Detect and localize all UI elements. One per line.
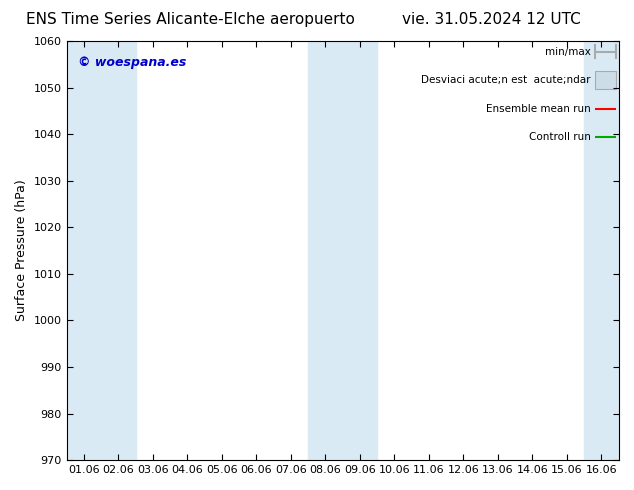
Text: min/max: min/max [545, 47, 591, 56]
Text: © woespana.es: © woespana.es [77, 56, 186, 69]
Text: Controll run: Controll run [529, 132, 591, 142]
Bar [67, 41, 101, 460]
Text: Ensemble mean run: Ensemble mean run [486, 103, 591, 114]
Text: Desviaci acute;n est  acute;ndar: Desviaci acute;n est acute;ndar [422, 75, 591, 85]
Bar [595, 71, 616, 89]
Text: vie. 31.05.2024 12 UTC: vie. 31.05.2024 12 UTC [402, 12, 581, 27]
Bar [308, 41, 342, 460]
Bar [101, 41, 136, 460]
Y-axis label: Surface Pressure (hPa): Surface Pressure (hPa) [15, 180, 28, 321]
Bar [342, 41, 377, 460]
Bar [584, 41, 619, 460]
Text: ENS Time Series Alicante-Elche aeropuerto: ENS Time Series Alicante-Elche aeropuert… [26, 12, 354, 27]
